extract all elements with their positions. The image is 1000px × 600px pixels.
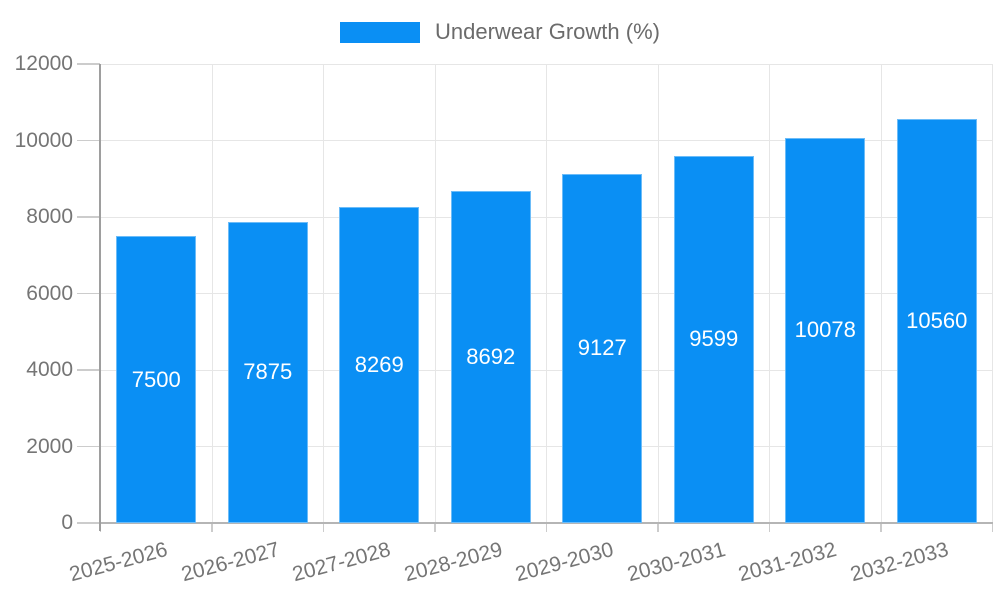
- x-axis-tick: [545, 523, 548, 532]
- bar[interactable]: [896, 119, 977, 523]
- y-axis-tick-label: 8000: [26, 205, 73, 228]
- y-axis-tick-label: 2000: [26, 434, 73, 458]
- y-axis-tick: [77, 445, 100, 447]
- y-axis-tick: [77, 522, 100, 524]
- y-axis-tick-label: 0: [61, 511, 73, 534]
- gridline-vertical: [657, 64, 659, 523]
- y-axis-tick-label: 4000: [26, 358, 73, 381]
- x-axis-tick: [768, 523, 771, 532]
- gridline-vertical: [211, 64, 213, 523]
- bar-value-label: 7875: [243, 359, 293, 385]
- x-axis-tick: [657, 523, 659, 532]
- gridline-vertical: [323, 64, 324, 523]
- gridline-vertical: [880, 64, 882, 523]
- bar-value-label: 7500: [131, 366, 181, 392]
- bar-value-label: 8692: [466, 343, 516, 369]
- y-axis-tick: [77, 139, 100, 141]
- bar[interactable]: [785, 137, 866, 523]
- x-axis-tick: [880, 523, 882, 532]
- y-axis-tick: [77, 216, 100, 218]
- legend[interactable]: Underwear Growth (%): [0, 19, 1000, 45]
- y-axis-tick: [77, 369, 100, 371]
- bar[interactable]: [673, 155, 754, 523]
- y-axis-tick-label: 6000: [26, 281, 73, 305]
- bar[interactable]: [450, 190, 531, 523]
- x-axis-tick: [211, 523, 213, 532]
- y-axis-tick-label: 10000: [14, 128, 73, 152]
- x-axis-tick: [322, 523, 325, 532]
- bar[interactable]: [562, 173, 643, 523]
- gridline-vertical: [769, 64, 770, 523]
- y-axis-tick-label: 12000: [14, 52, 73, 75]
- bar[interactable]: [227, 221, 308, 523]
- x-axis-tick: [991, 523, 994, 532]
- bar[interactable]: [339, 206, 420, 523]
- gridline-vertical: [992, 64, 993, 523]
- bar-value-label: 9599: [689, 326, 739, 352]
- y-axis-line: [99, 64, 101, 531]
- gridline-vertical: [546, 64, 547, 523]
- gridline-vertical: [434, 64, 436, 523]
- bar-value-label: 8269: [354, 351, 404, 377]
- legend-label: Underwear Growth (%): [435, 19, 660, 44]
- x-axis-line: [98, 522, 993, 524]
- x-axis-tick: [434, 523, 436, 532]
- y-axis-tick: [77, 292, 100, 294]
- legend-swatch: [340, 21, 421, 43]
- bar[interactable]: [116, 236, 197, 523]
- y-axis-tick: [77, 63, 100, 65]
- bar-value-label: 9127: [577, 335, 627, 361]
- bar-value-label: 10078: [794, 317, 856, 343]
- bar-value-label: 10560: [906, 308, 968, 334]
